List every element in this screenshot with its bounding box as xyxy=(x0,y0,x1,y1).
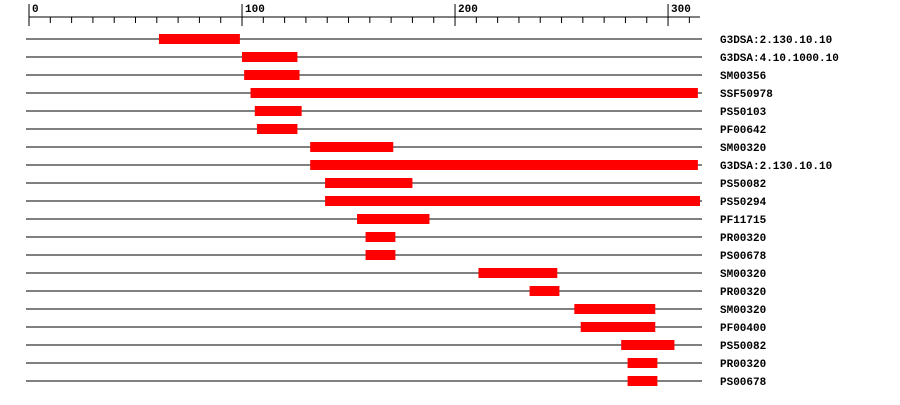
domain-bar xyxy=(365,250,396,260)
row-label: PF00642 xyxy=(720,125,766,137)
domain-bar xyxy=(250,88,698,98)
domain-bar xyxy=(325,196,700,206)
x-tick-label: 300 xyxy=(671,4,691,16)
row-label: SM00320 xyxy=(720,143,766,155)
domain-bar xyxy=(256,124,298,134)
domain-bar xyxy=(310,142,394,152)
domain-bar xyxy=(242,52,298,62)
row-label: PR00320 xyxy=(720,287,766,299)
domain-bar xyxy=(254,106,302,116)
row-label: PS50082 xyxy=(720,341,766,353)
row-label: PR00320 xyxy=(720,233,766,245)
domain-bar xyxy=(365,232,396,242)
domain-bar xyxy=(357,214,430,224)
row-label: PF00400 xyxy=(720,323,766,335)
domain-bar xyxy=(627,358,658,368)
row-label: SSF50978 xyxy=(720,89,773,101)
row-label: SM00356 xyxy=(720,71,766,83)
row-label: G3DSA:4.10.1000.10 xyxy=(720,53,839,65)
row-label: PS00678 xyxy=(720,377,767,389)
x-tick-label: 100 xyxy=(245,4,265,16)
row-label: PR00320 xyxy=(720,359,766,371)
domain-bar xyxy=(478,268,558,278)
row-label: PS50294 xyxy=(720,197,767,209)
domain-bar xyxy=(574,304,656,314)
domain-bar xyxy=(325,178,413,188)
domain-bar xyxy=(627,376,658,386)
row-label: PS50082 xyxy=(720,179,766,191)
domain-bar xyxy=(310,160,698,170)
domain-bar xyxy=(621,340,675,350)
row-label: SM00320 xyxy=(720,269,766,281)
domain-bar xyxy=(580,322,656,332)
domain-bar xyxy=(244,70,300,80)
domain-bar xyxy=(158,34,240,44)
x-tick-label: 0 xyxy=(32,4,39,16)
x-tick-label: 200 xyxy=(458,4,478,16)
row-label: G3DSA:2.130.10.10 xyxy=(720,35,832,47)
row-label: G3DSA:2.130.10.10 xyxy=(720,161,832,173)
row-label: PF11715 xyxy=(720,215,767,227)
domain-bar xyxy=(529,286,560,296)
row-label: PS50103 xyxy=(720,107,767,119)
row-label: SM00320 xyxy=(720,305,766,317)
row-label: PS00678 xyxy=(720,251,767,263)
